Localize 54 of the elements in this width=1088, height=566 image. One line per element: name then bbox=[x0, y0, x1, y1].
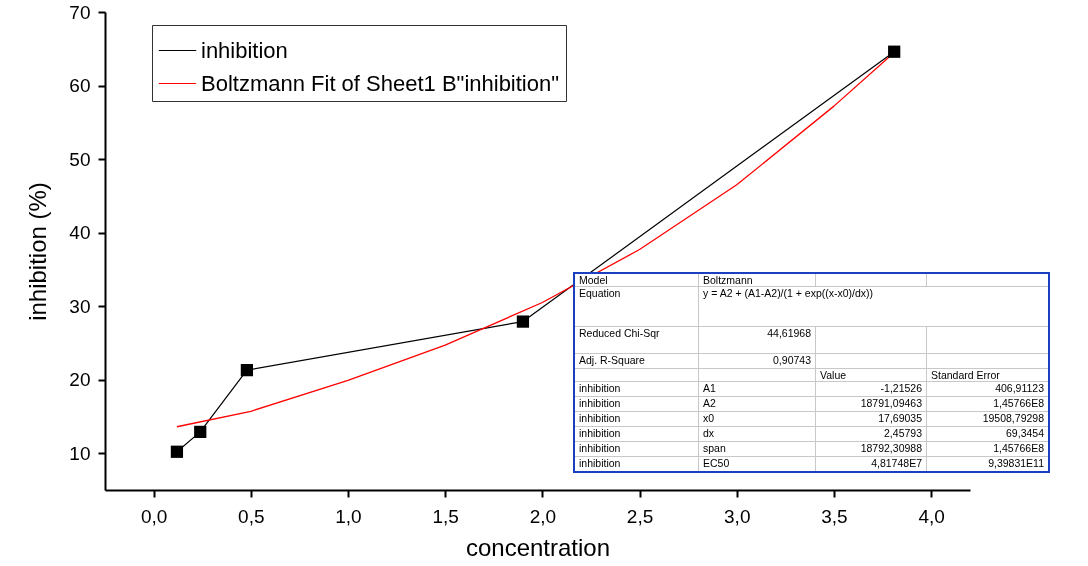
annotation: 4,81748E7 bbox=[815, 456, 927, 472]
y-axis-title: inhibition (%) bbox=[24, 182, 52, 321]
text: 406,91123 bbox=[926, 381, 1049, 397]
annotation: inhibition bbox=[574, 381, 699, 397]
y-tick-label: 70 bbox=[69, 1, 91, 23]
annotation: -1,21526 bbox=[815, 381, 927, 397]
text: 1,45766E8 bbox=[926, 396, 1049, 412]
x-tick-label: 2,5 bbox=[626, 505, 654, 527]
annotation: inhibition bbox=[574, 396, 699, 412]
annotation: 18792,30988 bbox=[815, 441, 927, 457]
annotation: x0 bbox=[698, 411, 816, 427]
annotation: 17,69035 bbox=[815, 411, 927, 427]
text: 9,39831E11 bbox=[926, 456, 1049, 472]
annotation: Reduced Chi-Sqr bbox=[574, 326, 699, 354]
x-tick-label: 3,5 bbox=[821, 505, 848, 527]
x-axis-title: concentration bbox=[465, 533, 611, 561]
legend-label: inhibition bbox=[201, 37, 288, 63]
annotation: EC50 bbox=[698, 456, 816, 472]
x-tick-label: 4,0 bbox=[918, 505, 945, 527]
annotation: dx bbox=[698, 426, 816, 442]
x-tick-label: 0,5 bbox=[238, 505, 265, 527]
x-tick-label: 0,0 bbox=[140, 505, 168, 527]
text: 1,45766E8 bbox=[926, 441, 1049, 457]
annotation: Standard Error bbox=[926, 368, 1049, 382]
annotation: 0,90743 bbox=[698, 353, 816, 369]
legend-label: Boltzmann Fit of Sheet1 B"inhibition" bbox=[201, 70, 560, 96]
annotation: inhibition bbox=[574, 456, 699, 472]
x-tick-label: 1,0 bbox=[335, 505, 362, 527]
y-tick-label: 50 bbox=[69, 148, 91, 170]
x-tick-label: 1,5 bbox=[432, 505, 459, 527]
annotation: 44,61968 bbox=[698, 326, 816, 354]
annotation: y = A2 + (A1-A2)/(1 + exp((x-x0)/dx)) bbox=[698, 286, 1049, 327]
y-tick-label: 10 bbox=[69, 442, 91, 464]
y-tick-label: 40 bbox=[69, 222, 91, 244]
text: 19508,79298 bbox=[926, 411, 1049, 427]
annotation: A2 bbox=[698, 396, 816, 412]
annotation: Adj. R-Square bbox=[574, 353, 699, 369]
y-tick-label: 30 bbox=[69, 295, 91, 317]
annotation: Model bbox=[574, 273, 699, 287]
annotation: Equation bbox=[574, 286, 699, 327]
annotation: 18791,09463 bbox=[815, 396, 927, 412]
annotation: inhibition bbox=[574, 426, 699, 442]
y-tick-label: 20 bbox=[69, 369, 91, 391]
annotation: Value bbox=[815, 368, 927, 382]
annotation: inhibition bbox=[574, 411, 699, 427]
x-tick-label: 2,0 bbox=[529, 505, 557, 527]
y-tick-label: 60 bbox=[69, 75, 91, 97]
annotation: 2,45793 bbox=[815, 426, 927, 442]
text: 69,3454 bbox=[926, 426, 1049, 442]
annotation: span bbox=[698, 441, 816, 457]
x-tick-label: 3,0 bbox=[724, 505, 751, 527]
annotation: A1 bbox=[698, 381, 816, 397]
annotation: Boltzmann bbox=[698, 273, 816, 287]
annotation: inhibition bbox=[574, 441, 699, 457]
